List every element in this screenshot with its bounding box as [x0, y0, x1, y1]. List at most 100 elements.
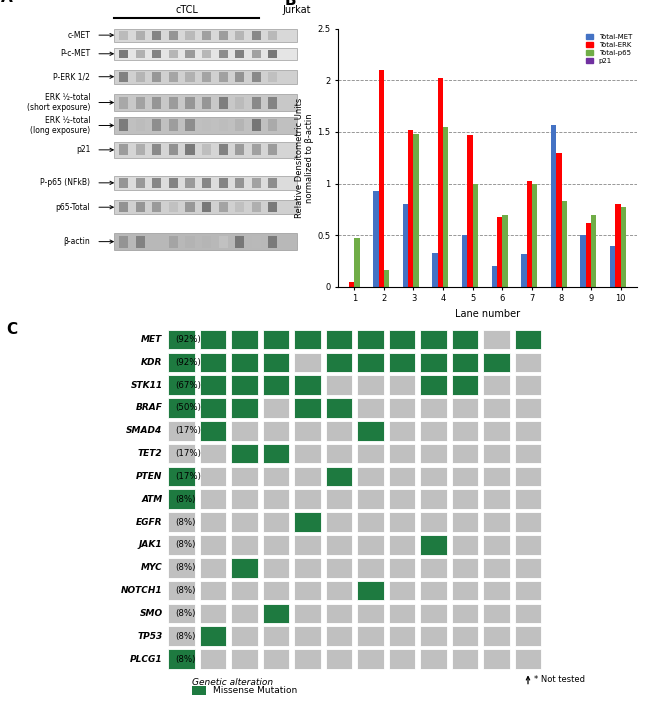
FancyBboxPatch shape	[168, 604, 194, 623]
FancyBboxPatch shape	[421, 467, 447, 486]
FancyBboxPatch shape	[263, 558, 289, 577]
FancyBboxPatch shape	[421, 627, 447, 646]
FancyBboxPatch shape	[358, 558, 384, 577]
FancyBboxPatch shape	[294, 444, 320, 463]
Text: JAK1: JAK1	[139, 541, 162, 549]
Bar	[437, 78, 443, 287]
Y-axis label: Relative Densitometric Units
normalized to β-actin: Relative Densitometric Units normalized …	[295, 98, 315, 218]
FancyBboxPatch shape	[235, 72, 244, 82]
Bar	[610, 245, 616, 287]
FancyBboxPatch shape	[252, 236, 261, 247]
FancyBboxPatch shape	[169, 144, 178, 156]
FancyBboxPatch shape	[252, 120, 261, 131]
FancyBboxPatch shape	[515, 512, 541, 532]
FancyBboxPatch shape	[114, 94, 296, 111]
FancyBboxPatch shape	[515, 490, 541, 509]
FancyBboxPatch shape	[185, 236, 194, 247]
FancyBboxPatch shape	[169, 178, 178, 188]
FancyBboxPatch shape	[136, 178, 145, 188]
FancyBboxPatch shape	[152, 72, 161, 82]
FancyBboxPatch shape	[294, 512, 320, 532]
Text: ATM: ATM	[141, 495, 162, 504]
FancyBboxPatch shape	[185, 49, 194, 58]
FancyBboxPatch shape	[168, 467, 194, 486]
FancyBboxPatch shape	[235, 97, 244, 108]
FancyBboxPatch shape	[200, 330, 226, 349]
Text: MET: MET	[141, 335, 162, 344]
FancyBboxPatch shape	[326, 467, 352, 486]
Text: BRAF: BRAF	[136, 404, 162, 412]
FancyBboxPatch shape	[389, 604, 415, 623]
FancyBboxPatch shape	[515, 376, 541, 395]
FancyBboxPatch shape	[452, 376, 478, 395]
Text: PTEN: PTEN	[136, 472, 162, 481]
FancyBboxPatch shape	[358, 604, 384, 623]
Bar	[349, 282, 354, 287]
Text: B: B	[284, 0, 296, 8]
FancyBboxPatch shape	[200, 444, 226, 463]
FancyBboxPatch shape	[218, 236, 227, 247]
FancyBboxPatch shape	[268, 202, 278, 212]
FancyBboxPatch shape	[326, 353, 352, 372]
FancyBboxPatch shape	[358, 490, 384, 509]
Text: P-p65 (NFkB): P-p65 (NFkB)	[40, 179, 90, 187]
FancyBboxPatch shape	[200, 558, 226, 577]
FancyBboxPatch shape	[202, 236, 211, 247]
FancyBboxPatch shape	[294, 581, 320, 600]
FancyBboxPatch shape	[231, 330, 257, 349]
FancyBboxPatch shape	[263, 467, 289, 486]
FancyBboxPatch shape	[169, 236, 178, 247]
Text: (8%): (8%)	[176, 609, 196, 618]
Bar	[467, 135, 473, 287]
Text: (8%): (8%)	[176, 495, 196, 504]
FancyBboxPatch shape	[200, 627, 226, 646]
FancyBboxPatch shape	[326, 512, 352, 532]
FancyBboxPatch shape	[326, 649, 352, 669]
FancyBboxPatch shape	[169, 49, 178, 58]
Text: STK11: STK11	[131, 381, 162, 389]
Text: (8%): (8%)	[176, 655, 196, 663]
FancyBboxPatch shape	[235, 236, 244, 247]
FancyBboxPatch shape	[268, 31, 278, 39]
FancyBboxPatch shape	[421, 398, 447, 418]
FancyBboxPatch shape	[235, 120, 244, 131]
FancyBboxPatch shape	[152, 120, 161, 131]
FancyBboxPatch shape	[136, 144, 145, 156]
FancyBboxPatch shape	[452, 558, 478, 577]
FancyBboxPatch shape	[484, 649, 510, 669]
FancyBboxPatch shape	[200, 421, 226, 440]
FancyBboxPatch shape	[218, 202, 227, 212]
FancyBboxPatch shape	[484, 444, 510, 463]
FancyBboxPatch shape	[200, 398, 226, 418]
FancyBboxPatch shape	[252, 144, 261, 156]
FancyBboxPatch shape	[168, 376, 194, 395]
FancyBboxPatch shape	[152, 178, 161, 188]
Bar	[621, 207, 626, 287]
FancyBboxPatch shape	[252, 31, 261, 39]
FancyBboxPatch shape	[263, 444, 289, 463]
FancyBboxPatch shape	[515, 649, 541, 669]
FancyBboxPatch shape	[231, 444, 257, 463]
FancyBboxPatch shape	[168, 558, 194, 577]
Bar	[403, 204, 408, 287]
FancyBboxPatch shape	[389, 353, 415, 372]
FancyBboxPatch shape	[294, 604, 320, 623]
FancyBboxPatch shape	[252, 72, 261, 82]
FancyBboxPatch shape	[389, 535, 415, 555]
FancyBboxPatch shape	[169, 202, 178, 212]
FancyBboxPatch shape	[168, 649, 194, 669]
X-axis label: Lane number: Lane number	[455, 309, 520, 319]
FancyBboxPatch shape	[185, 31, 194, 39]
FancyBboxPatch shape	[235, 178, 244, 188]
Text: β-actin: β-actin	[64, 237, 90, 246]
FancyBboxPatch shape	[389, 467, 415, 486]
FancyBboxPatch shape	[452, 490, 478, 509]
FancyBboxPatch shape	[268, 120, 278, 131]
FancyBboxPatch shape	[263, 353, 289, 372]
FancyBboxPatch shape	[484, 467, 510, 486]
FancyBboxPatch shape	[263, 398, 289, 418]
FancyBboxPatch shape	[452, 512, 478, 532]
FancyBboxPatch shape	[358, 535, 384, 555]
FancyBboxPatch shape	[452, 353, 478, 372]
FancyBboxPatch shape	[484, 376, 510, 395]
